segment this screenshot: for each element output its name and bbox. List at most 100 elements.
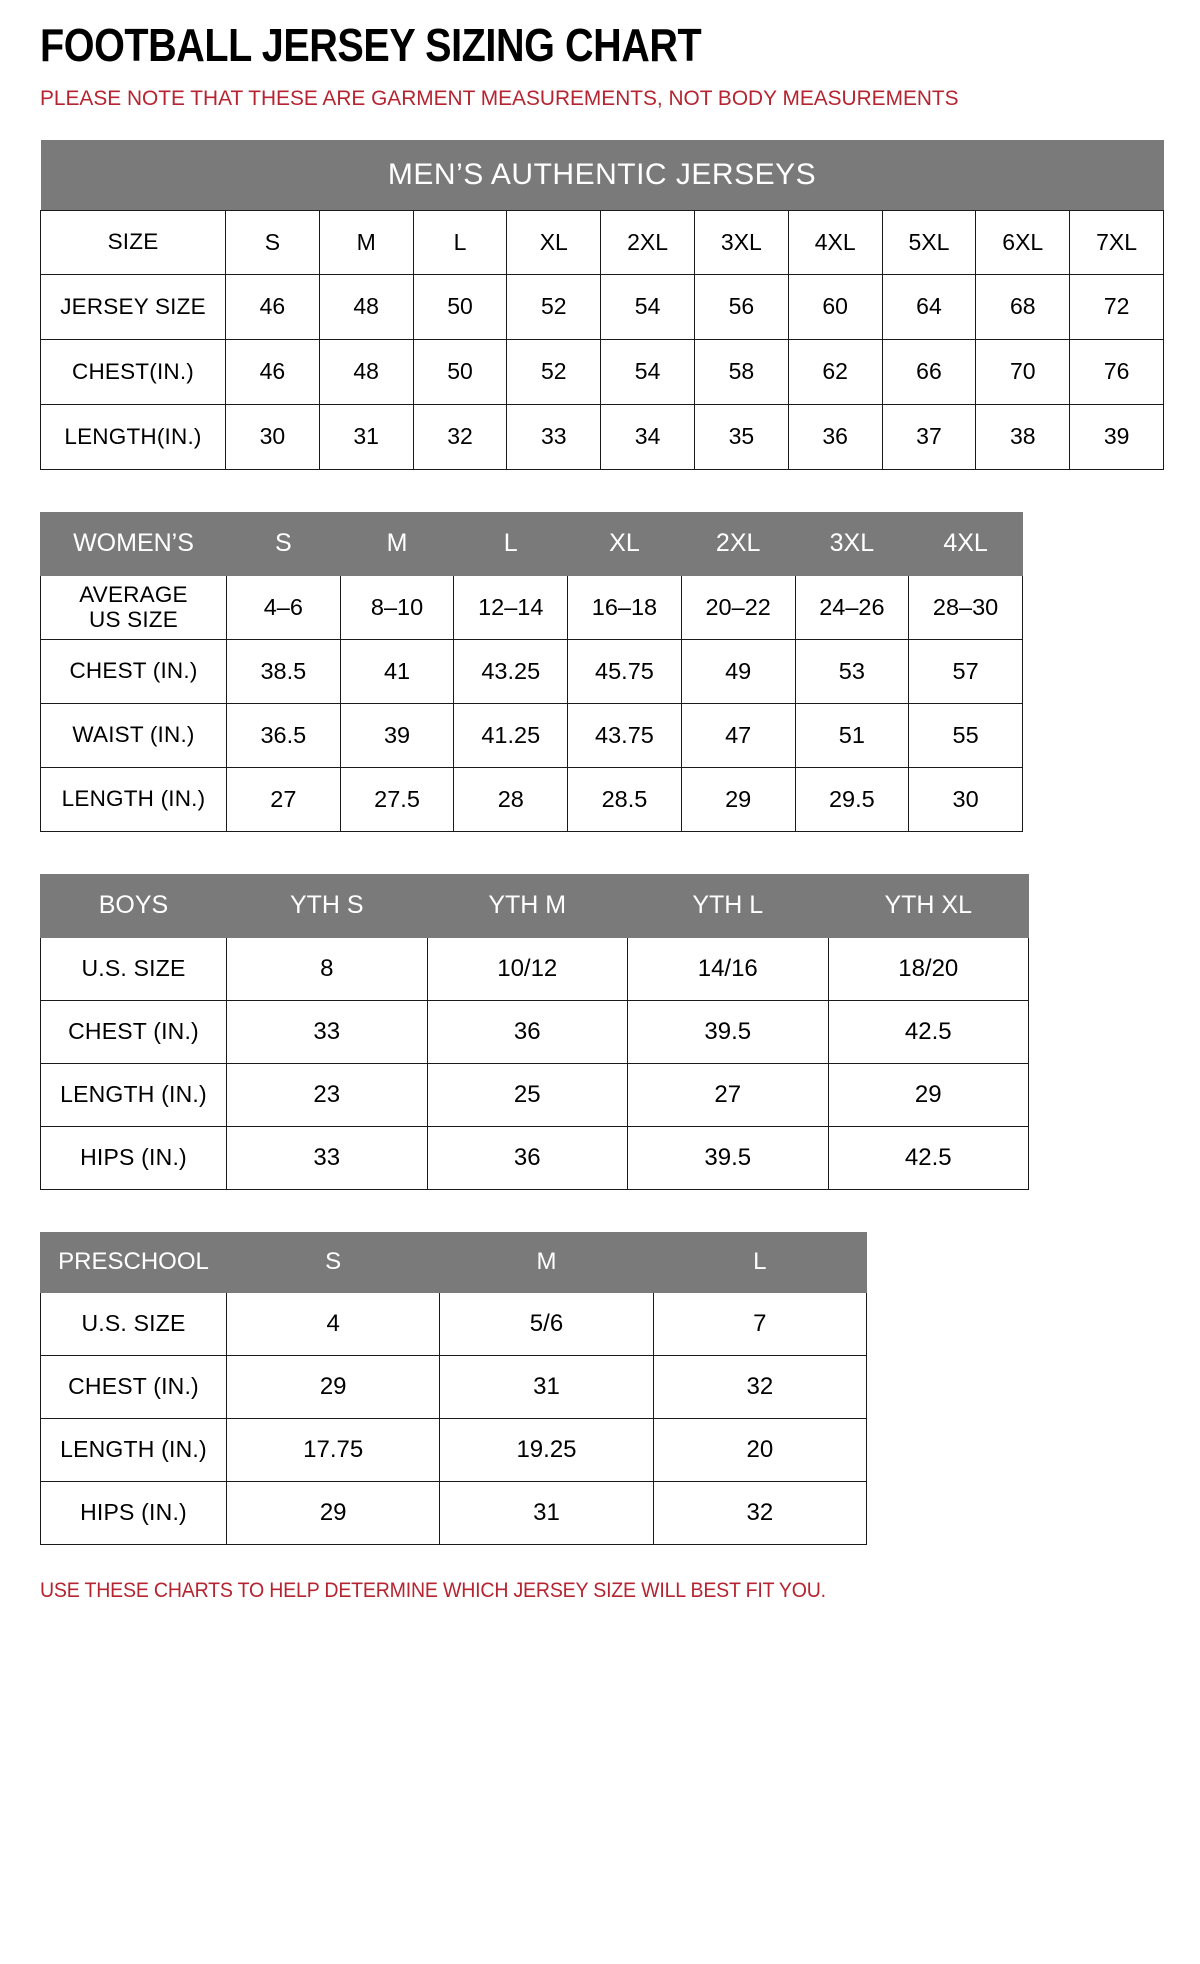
boys-jerseys-table: BOYS YTH S YTH M YTH L YTH XL U.S. SIZE 8 10/12… xyxy=(40,873,1029,1190)
cell-value: 24–26 xyxy=(794,574,910,640)
row-label: CHEST (IN.) xyxy=(40,638,227,704)
row-label: CHEST(IN.) xyxy=(40,338,226,405)
cell-value: 46 xyxy=(225,273,320,340)
mens-size-3XL: 3XL xyxy=(693,209,789,275)
womens-size-S: S xyxy=(226,511,341,576)
cell-value: 38 xyxy=(975,403,1071,470)
cell-value: 25 xyxy=(426,1062,628,1127)
preschool-size-S: S xyxy=(225,1231,441,1293)
boys-size-YTH-XL: YTH XL xyxy=(827,873,1029,938)
cell-value: 57 xyxy=(908,638,1023,704)
mens-size-L: L xyxy=(412,209,508,275)
mens-size-2XL: 2XL xyxy=(600,209,695,275)
womens-header-row: WOMEN’S S M L XL 2XL 3XL 4XL xyxy=(40,511,1023,576)
mens-size-label: SIZE xyxy=(40,209,226,275)
table-row: LENGTH (IN.) 23 25 27 29 xyxy=(40,1062,1029,1127)
cell-value: 42.5 xyxy=(827,999,1029,1064)
cell-value: 29 xyxy=(225,1480,441,1545)
preschool-header-label: PRESCHOOL xyxy=(40,1231,227,1293)
cell-value: 56 xyxy=(693,273,789,340)
cell-value: 49 xyxy=(680,638,796,704)
boys-header-row: BOYS YTH S YTH M YTH L YTH XL xyxy=(40,873,1029,938)
mens-size-header-row: SIZE S M L XL 2XL 3XL 4XL 5XL 6XL 7XL xyxy=(40,209,1165,275)
table-row: U.S. SIZE 4 5/6 7 xyxy=(40,1291,867,1356)
cell-value: 8–10 xyxy=(339,574,455,640)
cell-value: 54 xyxy=(600,338,695,405)
cell-value: 46 xyxy=(225,338,320,405)
womens-size-3XL: 3XL xyxy=(794,511,910,576)
table-row: CHEST (IN.) 33 36 39.5 42.5 xyxy=(40,999,1029,1064)
cell-value: 32 xyxy=(652,1480,867,1545)
cell-value: 18/20 xyxy=(827,936,1029,1001)
cell-value: 66 xyxy=(881,338,977,405)
cell-value: 10/12 xyxy=(426,936,628,1001)
cell-value: 36 xyxy=(426,1125,628,1190)
cell-value: 54 xyxy=(600,273,695,340)
cell-value: 35 xyxy=(693,403,789,470)
cell-value: 39 xyxy=(339,702,455,768)
table-row: CHEST (IN.) 29 31 32 xyxy=(40,1354,867,1419)
cell-value: 29 xyxy=(680,766,796,832)
cell-value: 45.75 xyxy=(567,638,682,704)
mens-size-6XL: 6XL xyxy=(975,209,1071,275)
cell-value: 62 xyxy=(787,338,883,405)
cell-value: 50 xyxy=(412,273,508,340)
row-label: U.S. SIZE xyxy=(40,936,227,1001)
cell-value: 34 xyxy=(600,403,695,470)
womens-size-2XL: 2XL xyxy=(680,511,796,576)
cell-value: 47 xyxy=(680,702,796,768)
cell-value: 68 xyxy=(975,273,1071,340)
cell-value: 14/16 xyxy=(627,936,829,1001)
boys-size-YTH-M: YTH M xyxy=(426,873,628,938)
table-row: CHEST (IN.) 38.5 41 43.25 45.75 49 53 57 xyxy=(40,638,1023,704)
table-row: U.S. SIZE 8 10/12 14/16 18/20 xyxy=(40,936,1029,1001)
cell-value: 32 xyxy=(412,403,508,470)
table-row: WAIST (IN.) 36.5 39 41.25 43.75 47 51 55 xyxy=(40,702,1023,768)
womens-header-label: WOMEN’S xyxy=(40,511,227,576)
cell-value: 30 xyxy=(908,766,1023,832)
cell-value: 5/6 xyxy=(439,1291,654,1356)
womens-size-4XL: 4XL xyxy=(908,511,1023,576)
page-title: FOOTBALL JERSEY SIZING CHART xyxy=(40,19,702,71)
table-row: CHEST(IN.) 46 48 50 52 54 58 62 66 70 76 xyxy=(40,338,1165,405)
cell-value: 28.5 xyxy=(567,766,682,832)
cell-value: 41 xyxy=(339,638,455,704)
cell-value: 58 xyxy=(693,338,789,405)
cell-value: 55 xyxy=(908,702,1023,768)
cell-value: 30 xyxy=(225,403,320,470)
cell-value: 72 xyxy=(1069,273,1165,340)
cell-value: 33 xyxy=(226,999,428,1064)
cell-value: 4 xyxy=(225,1291,441,1356)
row-label: LENGTH (IN.) xyxy=(40,1062,227,1127)
mens-authentic-jerseys-table: MEN’S AUTHENTIC JERSEYS SIZE S M L XL 2XL 3XL 4X… xyxy=(40,140,1165,470)
cell-value: 27 xyxy=(627,1062,829,1127)
cell-value: 48 xyxy=(318,273,414,340)
cell-value: 42.5 xyxy=(827,1125,1029,1190)
cell-value: 51 xyxy=(794,702,910,768)
table-row: HIPS (IN.) 29 31 32 xyxy=(40,1480,867,1545)
cell-value: 12–14 xyxy=(453,574,569,640)
womens-size-L: L xyxy=(453,511,569,576)
cell-value: 38.5 xyxy=(226,638,341,704)
row-label: LENGTH (IN.) xyxy=(40,766,227,832)
cell-value: 43.75 xyxy=(567,702,682,768)
mens-size-M: M xyxy=(318,209,414,275)
boys-header-label: BOYS xyxy=(40,873,227,938)
cell-value: 39 xyxy=(1069,403,1165,470)
cell-value: 17.75 xyxy=(225,1417,441,1482)
cell-value: 33 xyxy=(226,1125,428,1190)
table-row: LENGTH (IN.) 27 27.5 28 28.5 29 29.5 30 xyxy=(40,766,1023,832)
cell-value: 20 xyxy=(652,1417,867,1482)
cell-value: 27 xyxy=(226,766,341,832)
boys-size-YTH-L: YTH L xyxy=(627,873,829,938)
mens-size-7XL: 7XL xyxy=(1069,209,1165,275)
preschool-jerseys-table: PRESCHOOL S M L U.S. SIZE 4 5/6 7 CHEST (IN.) 29 3… xyxy=(40,1231,867,1545)
row-label: CHEST (IN.) xyxy=(40,1354,227,1419)
cell-value: 43.25 xyxy=(453,638,569,704)
mens-banner-title: MEN’S AUTHENTIC JERSEYS xyxy=(40,140,1164,211)
cell-value: 28 xyxy=(453,766,569,832)
row-label: HIPS (IN.) xyxy=(40,1480,227,1545)
womens-size-M: M xyxy=(339,511,455,576)
cell-value: 60 xyxy=(787,273,883,340)
table-row: HIPS (IN.) 33 36 39.5 42.5 xyxy=(40,1125,1029,1190)
